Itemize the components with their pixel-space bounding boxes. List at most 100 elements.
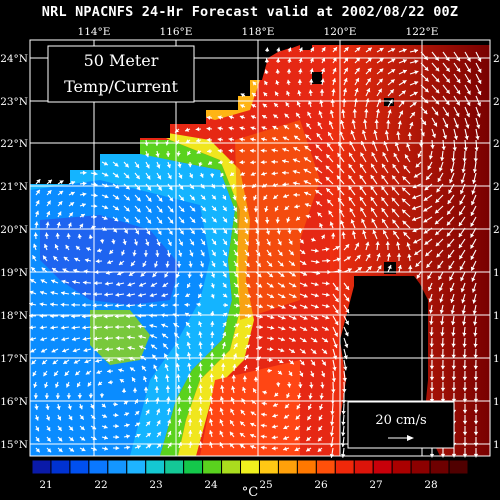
- current-vector-head: [329, 432, 335, 437]
- current-vector-head: [178, 174, 183, 179]
- current-vector-head: [292, 326, 297, 331]
- current-vector-head: [460, 288, 465, 293]
- current-vector-head: [297, 394, 302, 399]
- current-vector-head: [149, 293, 154, 298]
- lat-label-left: 16°N: [0, 396, 28, 408]
- current-vector-head: [99, 394, 105, 398]
- current-vector-head: [93, 280, 98, 286]
- current-vector-head: [166, 396, 171, 401]
- current-vector-head: [303, 157, 309, 162]
- current-vector-head: [298, 384, 303, 388]
- current-vector-head: [191, 218, 196, 223]
- current-vector-head: [287, 58, 292, 62]
- current-vector-head: [246, 293, 251, 298]
- current-vector-head: [319, 99, 324, 104]
- current-vector-head: [306, 426, 311, 431]
- current-vector-head: [385, 241, 390, 245]
- current-vector-head: [189, 174, 193, 179]
- current-vector-head: [114, 217, 119, 222]
- current-vector-head: [198, 352, 203, 356]
- current-vector-head: [384, 130, 389, 135]
- latitude-labels-right: 24°N 23°N 22°N 21°N 20°N 19°N 18°N 17°N 16°N 15°N: [493, 53, 500, 451]
- current-vector-head: [156, 241, 161, 246]
- current-vector-head: [412, 206, 416, 211]
- current-vector-head: [261, 137, 265, 142]
- current-vector-head: [145, 164, 150, 169]
- current-vector-head: [172, 313, 177, 318]
- current-vector-head: [222, 262, 227, 267]
- current-vector-head: [349, 152, 353, 157]
- current-vector-head: [435, 89, 440, 94]
- current-vector-head: [119, 261, 124, 265]
- current-vector-head: [344, 47, 349, 52]
- scale-arrow-icon: [388, 435, 414, 441]
- current-vector-head: [476, 113, 481, 118]
- current-vector-head: [281, 315, 286, 320]
- current-vector-head: [147, 208, 152, 213]
- current-vector-head: [364, 108, 369, 113]
- current-vector-head: [270, 304, 275, 309]
- current-vector-head: [157, 175, 161, 180]
- current-vector-head: [142, 262, 147, 267]
- current-vector-head: [447, 243, 452, 248]
- current-vector-head: [111, 240, 116, 245]
- current-vector-head: [264, 47, 270, 52]
- current-vector-head: [92, 303, 97, 308]
- current-vector-head: [210, 321, 215, 325]
- current-vector-head: [251, 400, 256, 405]
- current-vector-head: [157, 186, 162, 191]
- current-vector-head: [176, 140, 180, 145]
- current-vector-head: [282, 182, 287, 187]
- current-vector-head: [451, 376, 457, 381]
- current-vector-head: [240, 93, 245, 98]
- current-vector-head: [190, 230, 195, 235]
- depth-label-line2: Temp/Current: [64, 77, 178, 96]
- current-vector-head: [435, 78, 440, 83]
- current-vector-head: [154, 386, 160, 390]
- current-vector-head: [424, 186, 429, 191]
- current-vector-head: [284, 206, 289, 210]
- current-vector-head: [318, 110, 323, 115]
- current-vector-head: [401, 198, 406, 203]
- current-vector-head: [477, 79, 482, 84]
- current-vector-head: [325, 303, 330, 309]
- current-vector-head: [149, 303, 153, 308]
- current-vector-head: [43, 243, 48, 248]
- current-vector-head: [462, 158, 467, 162]
- longitude-labels: 114°E 116°E 118°E 120°E 122°E: [78, 26, 439, 38]
- current-vector-head: [55, 383, 60, 388]
- current-vector-head: [449, 287, 454, 292]
- current-vector-head: [340, 120, 345, 125]
- current-vector-head: [393, 230, 398, 236]
- current-vector-head: [325, 247, 330, 252]
- current-vector-head: [45, 406, 50, 410]
- current-vector-head: [463, 147, 468, 151]
- current-vector-head: [429, 387, 435, 392]
- current-vector-head: [69, 212, 73, 217]
- colorbar-swatch: [429, 459, 450, 475]
- current-vector-head: [117, 271, 122, 276]
- current-vector-head: [296, 101, 301, 106]
- current-vector-head: [66, 395, 72, 399]
- current-vector-head: [438, 275, 443, 280]
- current-vector-head: [135, 230, 139, 235]
- current-vector-head: [132, 377, 136, 382]
- current-vector-head: [379, 68, 384, 73]
- current-vector-head: [342, 98, 347, 103]
- current-vector-head: [294, 135, 299, 140]
- current-vector-head: [296, 112, 300, 117]
- current-vector-head: [323, 338, 328, 342]
- current-vector-head: [412, 195, 417, 200]
- current-vector-head: [277, 241, 282, 246]
- current-vector-head: [462, 332, 467, 337]
- current-vector-head: [466, 68, 471, 73]
- current-vector-head: [260, 160, 265, 165]
- current-vector-head: [234, 262, 238, 267]
- current-vector-head: [392, 175, 396, 180]
- current-vector-head: [272, 125, 277, 130]
- current-vector-head: [209, 362, 215, 367]
- current-vector-head: [114, 314, 119, 319]
- current-vector-head: [199, 263, 204, 268]
- current-vector-head: [104, 281, 109, 286]
- current-vector-head: [315, 190, 320, 194]
